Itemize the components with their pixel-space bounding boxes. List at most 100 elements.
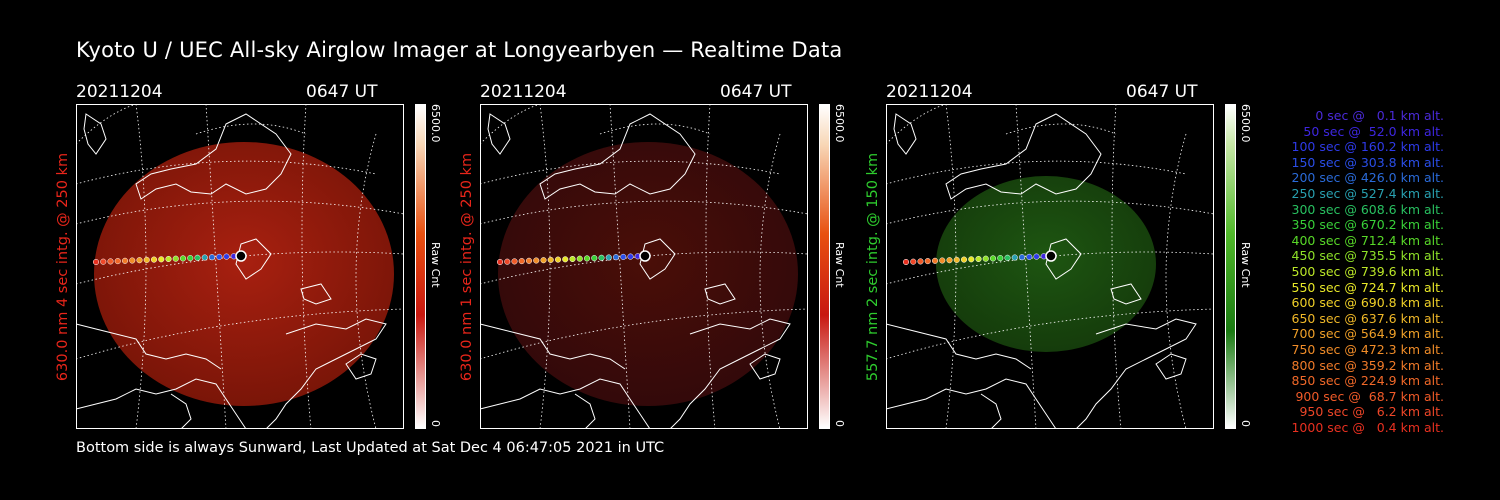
trajectory-point bbox=[533, 257, 540, 264]
airglow-disc bbox=[94, 142, 394, 406]
legend-entry: 150 sec @ 303.8 km alt. bbox=[1287, 154, 1444, 170]
panel-3-colorbar-labels: 6500.0 Raw Cnt 0 bbox=[1238, 104, 1252, 429]
trajectory-point bbox=[172, 255, 179, 262]
panel-3-ylabel-text: 557.7 nm 2 sec intg. @ 150 km bbox=[865, 152, 881, 381]
panel-1-colorbar bbox=[415, 104, 426, 429]
panel-3-ylabel: 557.7 nm 2 sec intg. @ 150 km bbox=[864, 104, 882, 429]
trajectory-point bbox=[143, 256, 150, 263]
panel-3-image[interactable] bbox=[886, 104, 1214, 429]
trajectory-point bbox=[982, 255, 989, 262]
coastline bbox=[749, 353, 781, 380]
legend-entry: 500 sec @ 739.6 km alt. bbox=[1287, 263, 1444, 279]
coastline bbox=[704, 283, 736, 305]
coastline bbox=[574, 393, 596, 429]
trajectory-point bbox=[121, 257, 129, 264]
trajectory-point bbox=[525, 257, 533, 264]
legend-entry: 550 sec @ 724.7 km alt. bbox=[1287, 279, 1444, 295]
trajectory-point bbox=[114, 258, 121, 265]
trajectory-point bbox=[960, 256, 968, 263]
legend-entry: 900 sec @ 68.7 km alt. bbox=[1291, 388, 1444, 404]
trajectory-point bbox=[1033, 253, 1040, 260]
legend-entry: 750 sec @ 472.3 km alt. bbox=[1287, 341, 1444, 357]
panel-1-image[interactable] bbox=[76, 104, 404, 429]
trajectory-point bbox=[946, 257, 953, 264]
legend-entry: 800 sec @ 359.2 km alt. bbox=[1287, 357, 1444, 373]
trajectory-point bbox=[939, 257, 946, 264]
trajectory-point bbox=[554, 256, 562, 263]
trajectory-point bbox=[620, 253, 627, 260]
trajectory-point bbox=[223, 253, 230, 260]
trajectory-point bbox=[562, 256, 569, 263]
graticule-line bbox=[195, 123, 307, 135]
legend-entry: 100 sec @ 160.2 km alt. bbox=[1287, 139, 1444, 155]
trajectory-point bbox=[129, 257, 136, 264]
panel-1-ylabel-text: 630.0 nm 4 sec intg. @ 250 km bbox=[55, 152, 71, 381]
coastline bbox=[135, 113, 292, 200]
site-marker bbox=[1045, 250, 1057, 262]
legend-entry: 300 sec @ 608.6 km alt. bbox=[1287, 201, 1444, 217]
trajectory-point bbox=[194, 254, 201, 261]
legend-entry: 950 sec @ 6.2 km alt. bbox=[1295, 404, 1444, 420]
trajectory-point bbox=[576, 255, 583, 262]
panel-3-cbar-min: 0 bbox=[1239, 420, 1252, 427]
coastline bbox=[83, 113, 107, 155]
trajectory-point bbox=[511, 258, 518, 265]
legend-entry: 400 sec @ 712.4 km alt. bbox=[1287, 232, 1444, 248]
site-marker bbox=[639, 250, 651, 262]
graticule-line bbox=[886, 308, 1214, 360]
coastline bbox=[76, 323, 222, 370]
panel-1-ylabel: 630.0 nm 4 sec intg. @ 250 km bbox=[54, 104, 72, 429]
trajectory-point bbox=[612, 254, 620, 261]
legend-entry: 700 sec @ 564.9 km alt. bbox=[1287, 326, 1444, 342]
coastline bbox=[235, 238, 272, 280]
coastline bbox=[945, 113, 1102, 200]
coastline bbox=[480, 323, 626, 370]
footer-status: Bottom side is always Sunward, Last Upda… bbox=[76, 440, 665, 456]
panel-3-cbar-unit: Raw Cnt bbox=[1239, 242, 1252, 288]
trajectory-point bbox=[100, 258, 107, 265]
panel-2-date: 20211204 bbox=[480, 82, 567, 102]
panel-2-image[interactable] bbox=[480, 104, 808, 429]
panel-frame bbox=[886, 104, 1214, 429]
legend-entry: 50 sec @ 52.0 km alt. bbox=[1295, 123, 1444, 139]
trajectory-point bbox=[968, 256, 975, 263]
panel-1-time: 0647 UT bbox=[306, 82, 378, 102]
panel-3-date: 20211204 bbox=[886, 82, 973, 102]
panel-2-ylabel: 630.0 nm 1 sec intg. @ 250 km bbox=[458, 104, 476, 429]
legend-entry: 250 sec @ 527.4 km alt. bbox=[1287, 185, 1444, 201]
trajectory-point bbox=[975, 255, 982, 263]
legend-entry: 450 sec @ 735.5 km alt. bbox=[1287, 248, 1444, 264]
panel-2-ylabel-text: 630.0 nm 1 sec intg. @ 250 km bbox=[459, 152, 475, 381]
trajectory-point bbox=[1018, 254, 1026, 261]
graticule-line bbox=[301, 104, 312, 429]
graticule-line bbox=[705, 104, 716, 429]
trajectory-legend: 0 sec @ 0.1 km alt. 50 sec @ 52.0 km alt… bbox=[1262, 108, 1444, 435]
trajectory-point bbox=[917, 258, 924, 265]
trajectory-point bbox=[158, 256, 165, 263]
trajectory-point bbox=[591, 255, 598, 262]
panel-1-cbar-max: 6500.0 bbox=[429, 104, 442, 143]
trajectory-point bbox=[1026, 253, 1033, 260]
graticule-line bbox=[599, 123, 711, 135]
coastline bbox=[487, 113, 511, 155]
trajectory-point bbox=[92, 258, 100, 266]
trajectory-point bbox=[216, 253, 223, 260]
legend-entry: 850 sec @ 224.9 km alt. bbox=[1287, 373, 1444, 389]
legend-entry: 600 sec @ 690.8 km alt. bbox=[1287, 295, 1444, 311]
panel-2-cbar-max: 6500.0 bbox=[833, 104, 846, 143]
trajectory-point bbox=[547, 256, 554, 263]
trajectory-point bbox=[518, 258, 525, 265]
trajectory-point bbox=[540, 257, 547, 264]
coastline bbox=[76, 318, 387, 429]
trajectory-point bbox=[504, 258, 511, 265]
trajectory-point bbox=[187, 255, 194, 262]
trajectory-point bbox=[150, 256, 158, 263]
graticule-line bbox=[1005, 123, 1117, 135]
panel-2-colorbar-labels: 6500.0 Raw Cnt 0 bbox=[832, 104, 846, 429]
trajectory-point bbox=[953, 256, 960, 263]
trajectory-point bbox=[902, 258, 910, 266]
trajectory-point bbox=[107, 258, 114, 265]
panel-1-date: 20211204 bbox=[76, 82, 163, 102]
panel-frame bbox=[480, 104, 808, 429]
coastline bbox=[893, 113, 917, 155]
